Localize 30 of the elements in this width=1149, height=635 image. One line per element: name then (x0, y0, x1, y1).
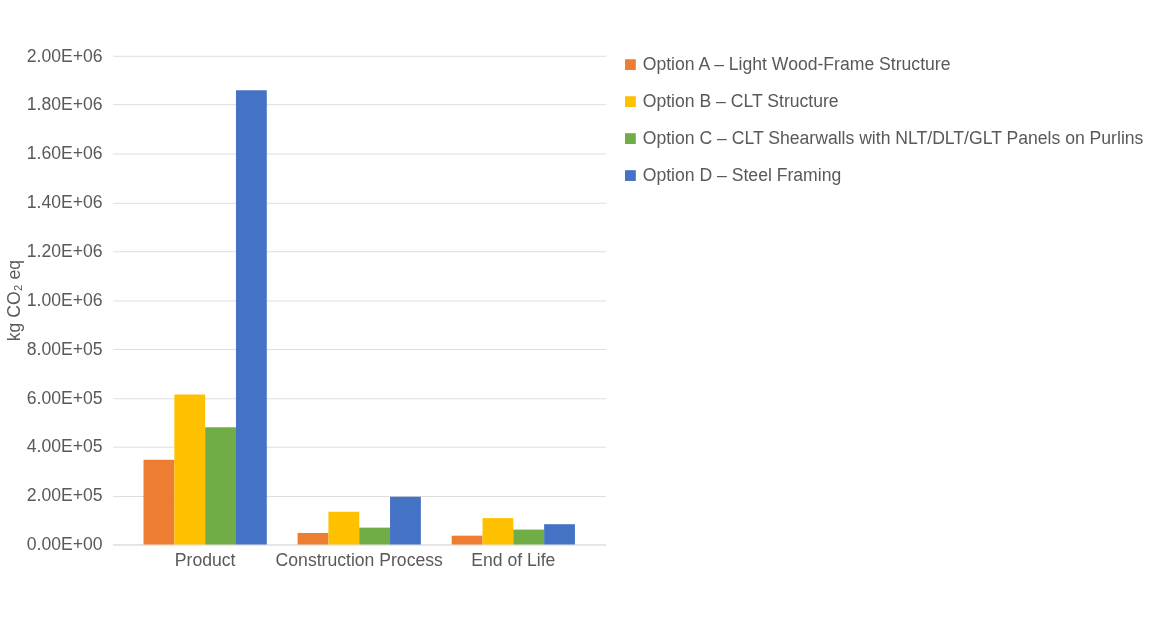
legend-label: Option B – CLT Structure (642, 90, 839, 111)
bar (513, 529, 545, 545)
y-tick-label: 8.00E+05 (26, 338, 103, 359)
y-tick-label: 1.20E+06 (26, 241, 103, 262)
y-tick-label: 2.00E+06 (26, 45, 103, 66)
legend-label: Option A – Light Wood-Frame Structure (642, 53, 951, 74)
y-tick-label: 2.00E+05 (26, 485, 103, 506)
bar (297, 533, 329, 545)
legend-label: Option D – Steel Framing (642, 164, 842, 185)
bar (482, 518, 514, 545)
y-tick-label: 1.80E+06 (26, 94, 103, 115)
bar (544, 524, 575, 545)
bar (390, 496, 421, 545)
x-tick-label: Product (174, 550, 236, 571)
bar (359, 527, 391, 545)
bar (174, 394, 206, 545)
y-tick-label: 0.00E+00 (26, 534, 103, 555)
y-tick-label: 4.00E+05 (26, 436, 103, 457)
bar (205, 427, 236, 545)
legend-label: Option C – CLT Shearwalls with NLT/DLT/GLT Panels on Purlins (642, 127, 1144, 148)
x-tick-label: End of Life (471, 550, 556, 571)
bar (328, 511, 360, 545)
x-tick-label: Construction Process (275, 550, 444, 571)
y-tick-label: 1.00E+06 (26, 289, 103, 310)
y-tick-label: 1.60E+06 (26, 143, 103, 164)
y-axis-title: kg CO₂ eq (3, 260, 24, 342)
bar (143, 459, 175, 545)
y-tick-label: 6.00E+05 (26, 387, 103, 408)
bar (235, 90, 267, 545)
y-tick-label: 1.40E+06 (26, 192, 103, 213)
